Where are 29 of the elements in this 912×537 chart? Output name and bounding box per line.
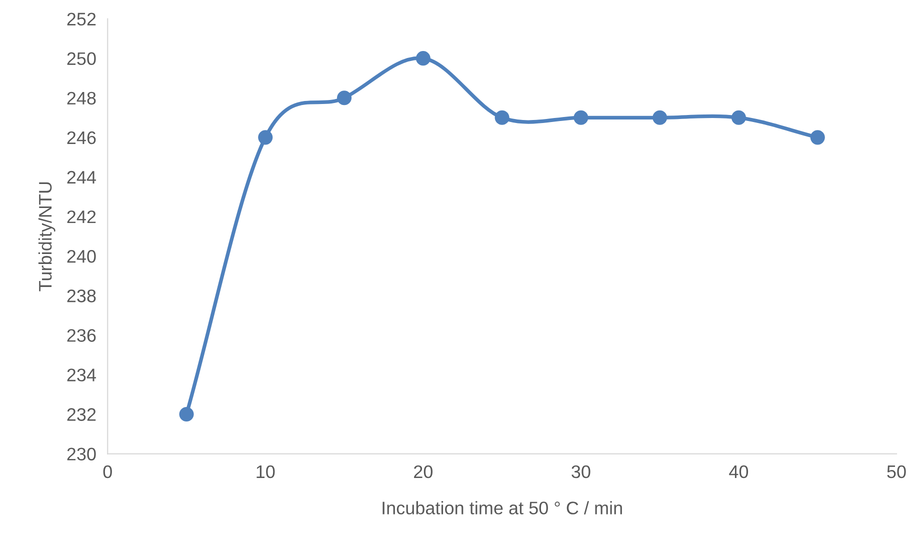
point	[574, 110, 588, 125]
point	[494, 110, 510, 125]
point	[336, 90, 352, 106]
point	[416, 51, 430, 66]
y-tick-label: 236	[67, 329, 96, 342]
y-tick-label: 230	[67, 448, 96, 460]
x-tick-label: 10	[256, 465, 275, 478]
y-axis-title: Turbidity/NTU	[38, 182, 56, 292]
y-tick-label: 238	[67, 290, 96, 302]
point	[179, 406, 194, 422]
point	[731, 110, 746, 125]
y-tick-label: 234	[67, 368, 96, 382]
y-tick-label: 240	[67, 250, 96, 263]
x-tick-label: 20	[414, 465, 433, 478]
point	[258, 130, 273, 145]
point	[652, 110, 668, 125]
point	[810, 130, 825, 145]
x-tick-label: 40	[729, 465, 748, 478]
y-tick-label: 252	[67, 12, 96, 26]
y-tick-label: 248	[67, 92, 96, 105]
x-tick-label: 30	[572, 465, 590, 478]
x-tick-label: 50	[887, 465, 906, 478]
y-tick-label: 246	[67, 131, 96, 144]
x-tick-label: 0	[103, 465, 112, 478]
y-tick-label: 244	[67, 170, 96, 184]
y-tick-label: 232	[67, 408, 96, 421]
y-tick-label: 242	[67, 210, 96, 224]
x-axis-title: Incubation time at 50 ° C / min	[382, 501, 622, 514]
y-tick-label: 250	[67, 52, 96, 66]
